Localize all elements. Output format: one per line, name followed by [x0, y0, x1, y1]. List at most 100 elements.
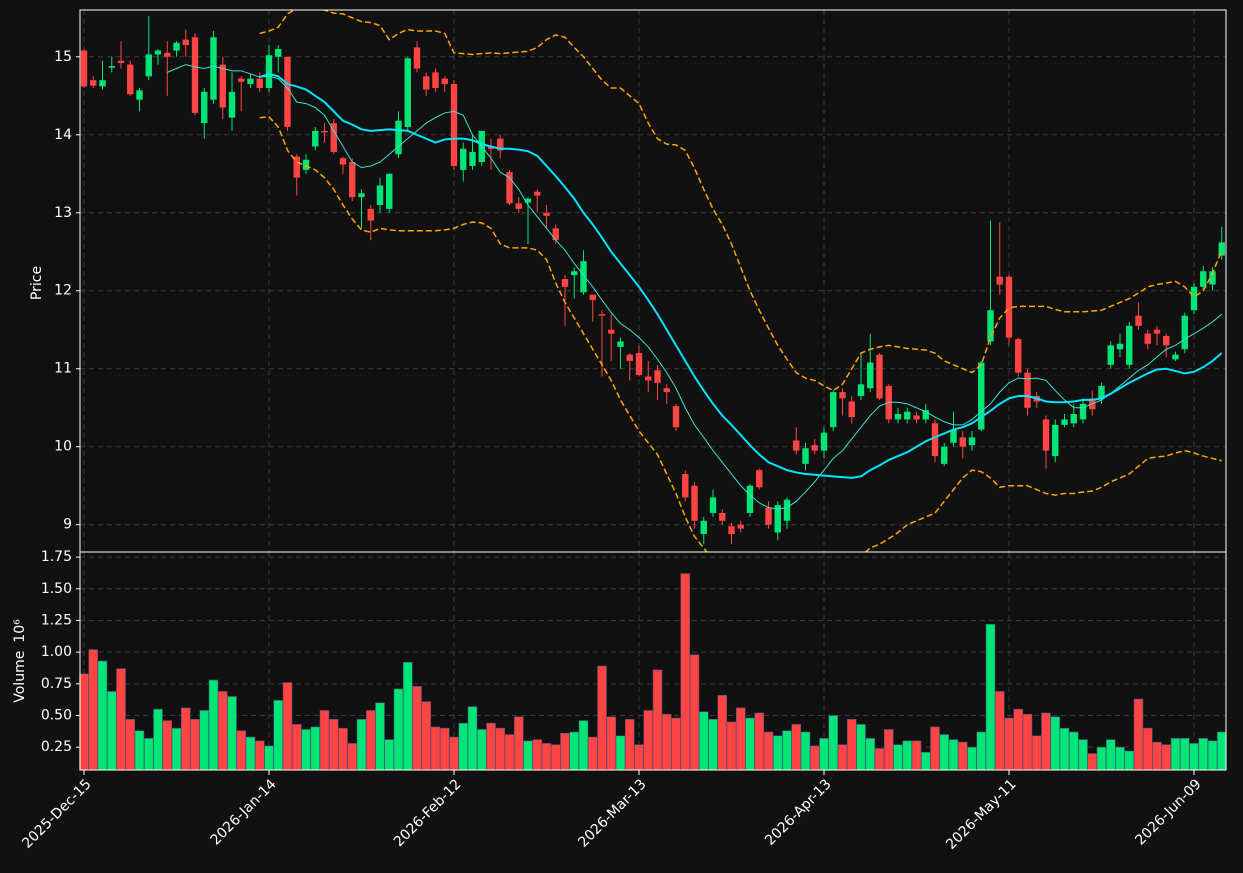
candle-body [931, 423, 939, 457]
volume-bar [1022, 713, 1033, 771]
candle-body [238, 78, 245, 82]
volume-bar [412, 686, 422, 771]
candle-body [395, 120, 402, 155]
volume-bar [1189, 743, 1199, 771]
candle-body [968, 437, 976, 446]
volume-label-text: Volume [12, 651, 28, 703]
volume-bar [856, 724, 866, 771]
candle-body [173, 42, 180, 51]
volume-bar [708, 719, 718, 771]
candle-body [746, 485, 754, 514]
volume-bar [994, 691, 1005, 771]
volume-bar [624, 719, 635, 771]
volume-bar [550, 744, 561, 771]
volume-bar [365, 710, 376, 771]
candle-body [108, 66, 115, 68]
price-axis-label: Price [29, 266, 45, 300]
candle-body [737, 524, 744, 529]
candle-body [515, 203, 522, 209]
y-tick-label: 1.50 [41, 581, 72, 597]
volume-bar [282, 682, 293, 771]
volume-bar [153, 708, 163, 771]
candle-body [913, 415, 920, 420]
candle-body [265, 55, 273, 88]
volume-bar [467, 706, 478, 771]
volume-bar [227, 696, 237, 771]
volume-bar [1078, 739, 1088, 771]
candle-body [1052, 424, 1059, 457]
y-tick-label: 14 [54, 127, 72, 143]
candle-body [996, 276, 1003, 285]
candle-body [349, 162, 356, 198]
candle-body [302, 159, 310, 170]
candle-body [191, 37, 199, 113]
volume-bar [930, 726, 940, 771]
candle-body [728, 526, 735, 535]
candle-body [80, 50, 88, 87]
y-tick-label: 10 [54, 439, 72, 455]
volume-bar [957, 741, 968, 771]
candle-body [598, 314, 606, 316]
volume-bar [1142, 727, 1153, 771]
volume-bar [513, 716, 524, 771]
volume-bar [800, 731, 811, 771]
volume-bar [597, 665, 607, 771]
candle-body [904, 411, 911, 420]
candle-body [1135, 315, 1142, 326]
volume-bar [402, 661, 413, 771]
candle-body [534, 191, 541, 196]
candle-body [1015, 339, 1022, 373]
volume-bar [217, 691, 228, 771]
candle-body [987, 310, 994, 342]
candle-body [839, 392, 846, 399]
volume-bar [939, 734, 950, 771]
candle-body [469, 151, 476, 166]
candle-body [589, 294, 596, 301]
candle-body [256, 78, 263, 88]
volume-bar [143, 738, 154, 771]
candle-body [330, 123, 337, 152]
candle-body [1172, 354, 1179, 360]
volume-bar [1068, 731, 1079, 771]
candle-body [423, 76, 430, 90]
volume-bar [236, 730, 247, 771]
volume-bar [319, 710, 330, 771]
candle-body [1070, 413, 1077, 424]
candle-body [820, 432, 828, 451]
volume-bar [1179, 738, 1190, 771]
candle-body [117, 60, 125, 64]
indicator-line [167, 64, 1223, 510]
candle-body [413, 47, 421, 69]
candle-body [682, 474, 689, 498]
candle-body [1153, 329, 1161, 334]
candle-body [571, 271, 578, 276]
volume-bar [347, 743, 358, 771]
price-plot [80, 10, 1225, 552]
volume-bar [920, 751, 931, 771]
candle-body [524, 198, 532, 203]
volume-bar [874, 748, 885, 771]
candle-body [1218, 242, 1225, 256]
volume-bar [495, 727, 506, 771]
candle-body [756, 470, 763, 488]
candle-body [635, 353, 643, 375]
volume-bar [680, 573, 691, 771]
candle-body [543, 212, 550, 216]
candle-body [672, 406, 680, 428]
volume-bar [458, 722, 469, 771]
candle-body [811, 445, 818, 451]
volume-multiplier: 10⁶ [12, 619, 28, 643]
candle-body [164, 52, 171, 57]
volume-bar [634, 744, 644, 771]
volume-bar [1050, 716, 1061, 771]
candle-body [561, 279, 569, 287]
volume-bar [1004, 717, 1014, 771]
volume-bar [587, 736, 598, 771]
candle-body [376, 185, 384, 205]
candle-body [182, 39, 189, 46]
candle-body [1061, 419, 1068, 425]
volume-bar [763, 731, 774, 771]
candle-body [432, 72, 439, 88]
volume-bar [717, 694, 728, 771]
